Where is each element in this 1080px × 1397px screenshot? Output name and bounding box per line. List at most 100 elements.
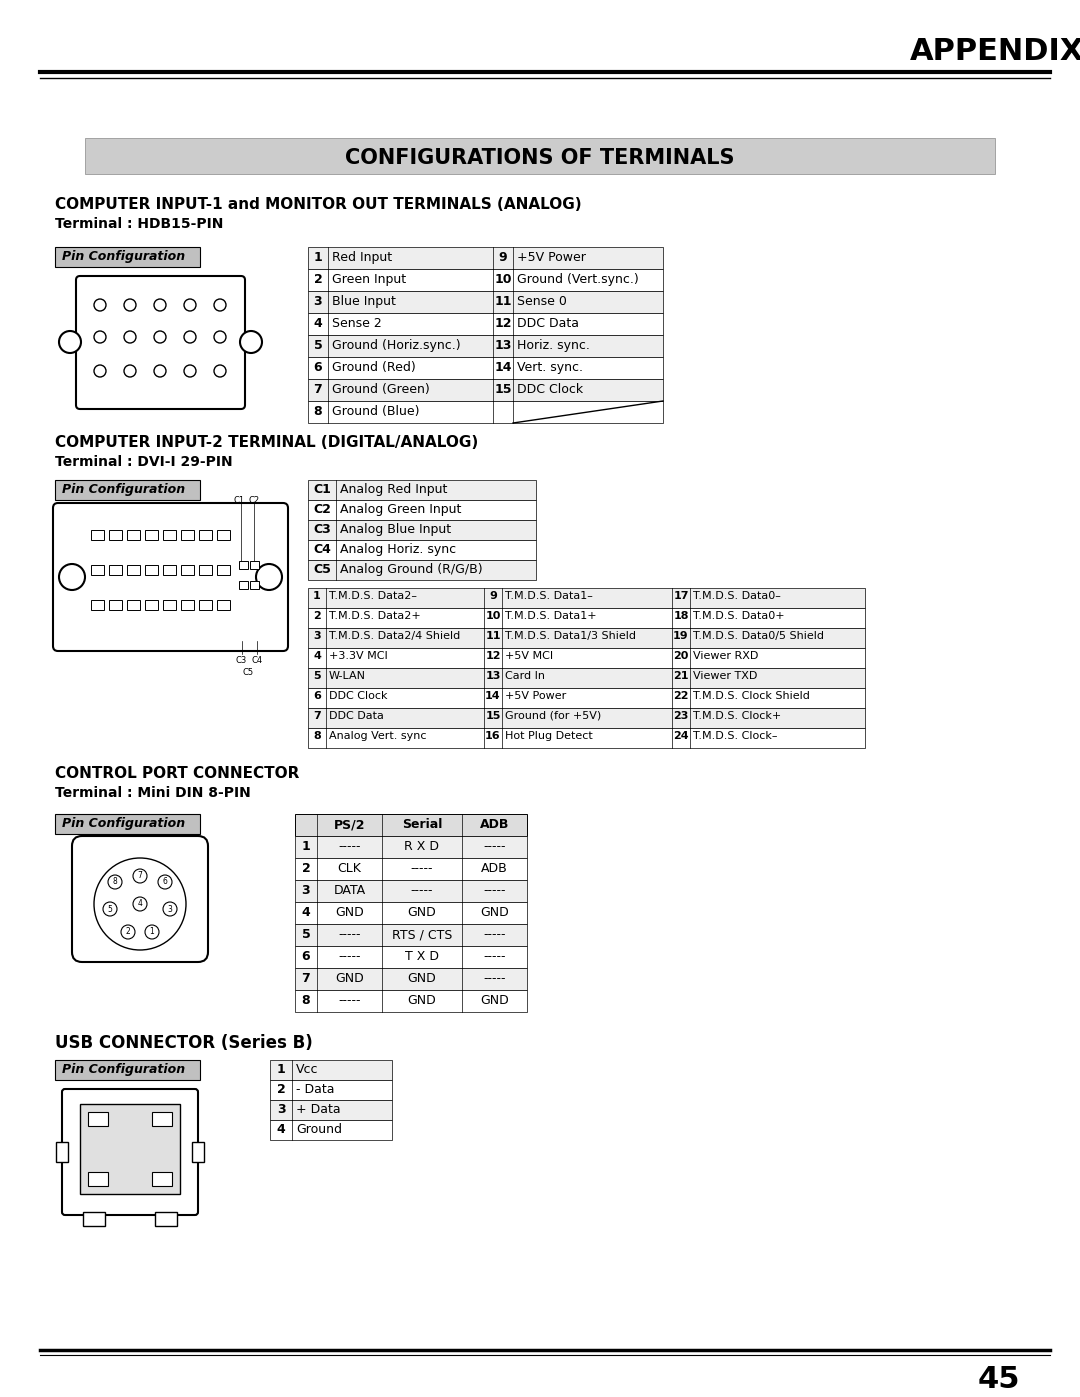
Circle shape bbox=[184, 365, 195, 377]
Text: T.M.D.S. Data1/3 Shield: T.M.D.S. Data1/3 Shield bbox=[505, 631, 636, 641]
Bar bbox=[249, 581, 259, 590]
Circle shape bbox=[103, 902, 117, 916]
Text: 2: 2 bbox=[125, 928, 131, 936]
Text: C2: C2 bbox=[248, 496, 259, 504]
Text: Green Input: Green Input bbox=[332, 272, 406, 286]
Text: 5: 5 bbox=[313, 339, 322, 352]
Bar bbox=[87, 1112, 108, 1126]
Text: +5V Power: +5V Power bbox=[505, 692, 566, 701]
Bar bbox=[163, 599, 176, 610]
Text: Horiz. sync.: Horiz. sync. bbox=[517, 339, 590, 352]
Text: 4: 4 bbox=[276, 1123, 285, 1136]
Bar bbox=[308, 291, 663, 313]
Bar bbox=[295, 835, 527, 858]
Text: DDC Clock: DDC Clock bbox=[329, 692, 388, 701]
Circle shape bbox=[124, 299, 136, 312]
Bar bbox=[249, 562, 259, 569]
Text: Ground: Ground bbox=[296, 1123, 342, 1136]
Text: C5: C5 bbox=[242, 668, 254, 678]
Text: T.M.D.S. Data0–: T.M.D.S. Data0– bbox=[693, 591, 781, 601]
Text: Ground (Red): Ground (Red) bbox=[332, 360, 416, 374]
Bar bbox=[55, 247, 200, 267]
Text: 8: 8 bbox=[313, 405, 322, 418]
Bar bbox=[199, 564, 212, 576]
Text: 6: 6 bbox=[301, 950, 310, 963]
Bar bbox=[181, 599, 194, 610]
Text: 8: 8 bbox=[313, 731, 321, 740]
Text: Viewer TXD: Viewer TXD bbox=[693, 671, 757, 680]
Text: C4: C4 bbox=[313, 543, 330, 556]
Text: 3: 3 bbox=[276, 1104, 285, 1116]
Text: 4: 4 bbox=[313, 651, 321, 661]
Bar bbox=[308, 728, 865, 747]
Text: GND: GND bbox=[481, 907, 509, 919]
Bar bbox=[91, 529, 104, 541]
Bar bbox=[163, 564, 176, 576]
Circle shape bbox=[214, 299, 226, 312]
Text: C1: C1 bbox=[313, 483, 330, 496]
Text: -----: ----- bbox=[483, 884, 505, 897]
Text: C3: C3 bbox=[313, 522, 330, 536]
Circle shape bbox=[214, 331, 226, 344]
Text: RTS / CTS: RTS / CTS bbox=[392, 928, 453, 942]
Text: -----: ----- bbox=[338, 840, 361, 854]
Text: T.M.D.S. Data2+: T.M.D.S. Data2+ bbox=[329, 610, 421, 622]
Text: Ground (Vert.sync.): Ground (Vert.sync.) bbox=[517, 272, 638, 286]
Text: W-LAN: W-LAN bbox=[329, 671, 366, 680]
Text: Ground (for +5V): Ground (for +5V) bbox=[505, 711, 602, 721]
Text: 1: 1 bbox=[150, 928, 154, 936]
Text: -----: ----- bbox=[483, 950, 505, 963]
Text: 5: 5 bbox=[313, 671, 321, 680]
Text: 1: 1 bbox=[301, 840, 310, 854]
Bar bbox=[308, 560, 536, 580]
Text: 11: 11 bbox=[495, 295, 512, 307]
Text: 4: 4 bbox=[301, 907, 310, 919]
Circle shape bbox=[94, 858, 186, 950]
Circle shape bbox=[256, 564, 282, 590]
Bar bbox=[109, 564, 122, 576]
Text: Hot Plug Detect: Hot Plug Detect bbox=[505, 731, 593, 740]
Circle shape bbox=[94, 331, 106, 344]
Text: DDC Data: DDC Data bbox=[329, 711, 383, 721]
Text: 10: 10 bbox=[495, 272, 512, 286]
Text: T.M.D.S. Data2/4 Shield: T.M.D.S. Data2/4 Shield bbox=[329, 631, 460, 641]
Text: 12: 12 bbox=[485, 651, 501, 661]
Text: -----: ----- bbox=[338, 950, 361, 963]
Text: 8: 8 bbox=[112, 877, 118, 887]
Bar bbox=[308, 629, 865, 648]
Text: 1: 1 bbox=[313, 251, 322, 264]
Bar bbox=[308, 313, 663, 335]
Text: Card In: Card In bbox=[505, 671, 545, 680]
Bar bbox=[80, 1104, 180, 1194]
Text: Vert. sync.: Vert. sync. bbox=[517, 360, 583, 374]
Text: 13: 13 bbox=[495, 339, 512, 352]
Text: GND: GND bbox=[335, 972, 364, 985]
Text: C1: C1 bbox=[233, 496, 244, 504]
Bar bbox=[270, 1060, 392, 1080]
Text: USB CONNECTOR (Series B): USB CONNECTOR (Series B) bbox=[55, 1034, 313, 1052]
Text: 7: 7 bbox=[313, 711, 321, 721]
Text: 10: 10 bbox=[485, 610, 501, 622]
Text: 6: 6 bbox=[313, 360, 322, 374]
Bar bbox=[308, 588, 865, 608]
Text: Analog Vert. sync: Analog Vert. sync bbox=[329, 731, 427, 740]
Text: 3: 3 bbox=[167, 904, 173, 914]
Bar bbox=[199, 599, 212, 610]
Text: 17: 17 bbox=[673, 591, 689, 601]
Text: Analog Horiz. sync: Analog Horiz. sync bbox=[340, 543, 456, 556]
Text: T.M.D.S. Data2–: T.M.D.S. Data2– bbox=[329, 591, 417, 601]
Bar bbox=[239, 581, 248, 590]
Text: T.M.D.S. Clock+: T.M.D.S. Clock+ bbox=[693, 711, 781, 721]
Text: GND: GND bbox=[481, 995, 509, 1007]
Bar bbox=[91, 599, 104, 610]
Text: Ground (Blue): Ground (Blue) bbox=[332, 405, 419, 418]
Bar bbox=[217, 599, 230, 610]
Text: APPENDIX: APPENDIX bbox=[910, 38, 1080, 67]
Text: GND: GND bbox=[407, 907, 436, 919]
Text: Pin Configuration: Pin Configuration bbox=[62, 1063, 185, 1076]
Bar bbox=[308, 687, 865, 708]
Text: -----: ----- bbox=[410, 884, 433, 897]
Text: - Data: - Data bbox=[296, 1083, 335, 1097]
Bar bbox=[295, 968, 527, 990]
Bar bbox=[55, 814, 200, 834]
